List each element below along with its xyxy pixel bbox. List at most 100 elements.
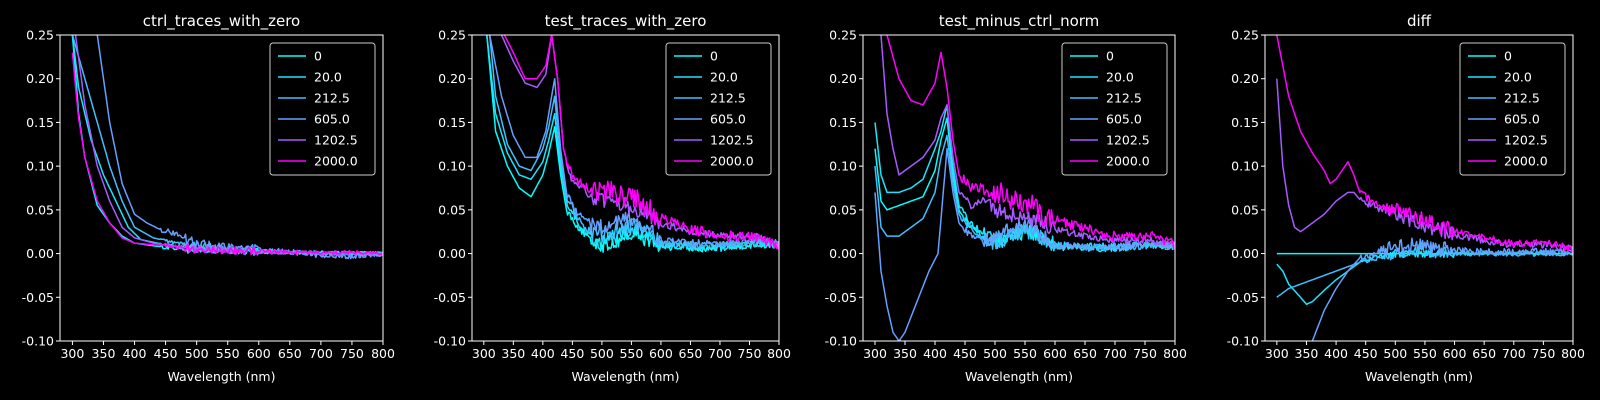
legend-label: 20.0 bbox=[314, 70, 342, 85]
legend-label: 0 bbox=[710, 49, 718, 64]
x-tick-label: 800 bbox=[767, 346, 791, 361]
x-axis-label: Wavelength (nm) bbox=[168, 369, 276, 384]
legend: 0 20.0 212.5 605.0 1202.5 2000.0 bbox=[1459, 42, 1566, 176]
series-group bbox=[71, 35, 383, 260]
x-tick-label: 750 bbox=[738, 346, 762, 361]
x-tick-label: 400 bbox=[923, 346, 947, 361]
x-tick-label: 650 bbox=[278, 346, 302, 361]
x-tick-label: 350 bbox=[501, 346, 525, 361]
legend-label: 1202.5 bbox=[710, 133, 754, 148]
x-tick-label: 500 bbox=[185, 346, 209, 361]
legend-label: 0 bbox=[1504, 49, 1512, 64]
x-tick-label: 750 bbox=[1531, 346, 1555, 361]
series-line-20.0 bbox=[1276, 249, 1573, 306]
axes-frame bbox=[471, 34, 780, 342]
chart-panel-1: ctrl_traces_with_zero 300 350 400 450 500 550 6… bbox=[22, 12, 395, 384]
series-line-605.0 bbox=[96, 35, 383, 260]
chart-title: ctrl_traces_with_zero bbox=[143, 12, 300, 31]
y-tick-label: 0.05 bbox=[829, 202, 857, 217]
y-tick-label: -0.10 bbox=[1227, 334, 1259, 349]
series-group bbox=[874, 35, 1175, 341]
y-tick-label: -0.05 bbox=[825, 290, 857, 305]
y-tick-label: -0.10 bbox=[825, 334, 857, 349]
legend-label: 605.0 bbox=[1106, 112, 1142, 127]
x-tick-label: 600 bbox=[247, 346, 271, 361]
y-tick-label: 0.00 bbox=[829, 246, 857, 261]
x-tick-label: 650 bbox=[1073, 346, 1097, 361]
x-axis-label: Wavelength (nm) bbox=[572, 369, 680, 384]
x-tick-label: 350 bbox=[893, 346, 917, 361]
y-tick-label: -0.05 bbox=[22, 290, 54, 305]
y-tick-label: 0.10 bbox=[26, 159, 54, 174]
x-tick-label: 450 bbox=[953, 346, 977, 361]
legend-label: 605.0 bbox=[710, 112, 746, 127]
y-tick-label: 0.05 bbox=[26, 202, 54, 217]
x-tick-label: 600 bbox=[1443, 346, 1467, 361]
legend-label: 212.5 bbox=[1504, 91, 1540, 106]
y-tick-label: 0.25 bbox=[1231, 28, 1259, 43]
legend-box bbox=[1061, 42, 1168, 176]
y-tick-label: -0.05 bbox=[434, 290, 466, 305]
y-tick-label: 0.25 bbox=[829, 28, 857, 43]
series-line-212.5 bbox=[488, 35, 779, 250]
legend-label: 2000.0 bbox=[710, 154, 754, 169]
y-tick-label: 0.10 bbox=[1231, 159, 1259, 174]
x-tick-label: 650 bbox=[679, 346, 703, 361]
series-line-2000.0 bbox=[1276, 35, 1573, 254]
x-tick-label: 550 bbox=[216, 346, 240, 361]
legend-label: 2000.0 bbox=[1106, 154, 1150, 169]
legend: 0 20.0 212.5 605.0 1202.5 2000.0 bbox=[665, 42, 772, 176]
y-tick-label: 0.00 bbox=[438, 246, 466, 261]
y-tick-label: 0.25 bbox=[438, 28, 466, 43]
series-line-2000.0 bbox=[886, 35, 1175, 250]
x-tick-label: 800 bbox=[1561, 346, 1585, 361]
x-tick-label: 450 bbox=[1354, 346, 1378, 361]
x-axis-label: Wavelength (nm) bbox=[1365, 369, 1473, 384]
axes-frame bbox=[59, 34, 384, 342]
series-line-20.0 bbox=[874, 104, 1175, 252]
y-tick-label: 0.15 bbox=[1231, 115, 1259, 130]
series-line-605.0 bbox=[1276, 237, 1573, 341]
axes-frame bbox=[1264, 34, 1574, 342]
x-tick-label: 700 bbox=[1103, 346, 1127, 361]
chart-title: test_traces_with_zero bbox=[545, 12, 707, 31]
x-tick-label: 350 bbox=[1295, 346, 1319, 361]
legend-label: 0 bbox=[1106, 49, 1114, 64]
x-tick-label: 500 bbox=[590, 346, 614, 361]
x-tick-label: 800 bbox=[1163, 346, 1187, 361]
series-line-605.0 bbox=[874, 147, 1175, 341]
y-tick-label: -0.10 bbox=[434, 334, 466, 349]
x-tick-label: 750 bbox=[1133, 346, 1157, 361]
legend-label: 212.5 bbox=[314, 91, 350, 106]
x-tick-label: 500 bbox=[983, 346, 1007, 361]
legend-label: 212.5 bbox=[1106, 91, 1142, 106]
y-tick-label: 0.15 bbox=[26, 115, 54, 130]
x-tick-label: 500 bbox=[1383, 346, 1407, 361]
series-line-212.5 bbox=[874, 134, 1175, 253]
legend-label: 20.0 bbox=[1504, 70, 1532, 85]
chart-panel-2: test_traces_with_zero 300 350 400 450 500 550 6… bbox=[434, 12, 791, 384]
y-tick-label: 0.00 bbox=[26, 246, 54, 261]
chart-title: diff bbox=[1407, 12, 1432, 30]
y-tick-label: -0.10 bbox=[22, 334, 54, 349]
x-tick-label: 300 bbox=[863, 346, 887, 361]
x-tick-label: 750 bbox=[340, 346, 364, 361]
legend-label: 1202.5 bbox=[1106, 133, 1150, 148]
x-tick-label: 450 bbox=[154, 346, 178, 361]
x-tick-label: 600 bbox=[1043, 346, 1067, 361]
legend: 0 20.0 212.5 605.0 1202.5 2000.0 bbox=[1061, 42, 1168, 176]
x-tick-label: 700 bbox=[309, 346, 333, 361]
x-tick-label: 300 bbox=[472, 346, 496, 361]
y-tick-label: 0.05 bbox=[1231, 202, 1259, 217]
legend-box bbox=[665, 42, 772, 176]
legend-label: 605.0 bbox=[1504, 112, 1540, 127]
x-tick-label: 700 bbox=[708, 346, 732, 361]
legend-label: 1202.5 bbox=[1504, 133, 1548, 148]
y-tick-label: 0.25 bbox=[26, 28, 54, 43]
legend-label: 20.0 bbox=[710, 70, 738, 85]
legend-label: 0 bbox=[314, 49, 322, 64]
x-tick-label: 800 bbox=[371, 346, 395, 361]
x-tick-label: 400 bbox=[1324, 346, 1348, 361]
series-line-2000.0 bbox=[503, 35, 779, 250]
